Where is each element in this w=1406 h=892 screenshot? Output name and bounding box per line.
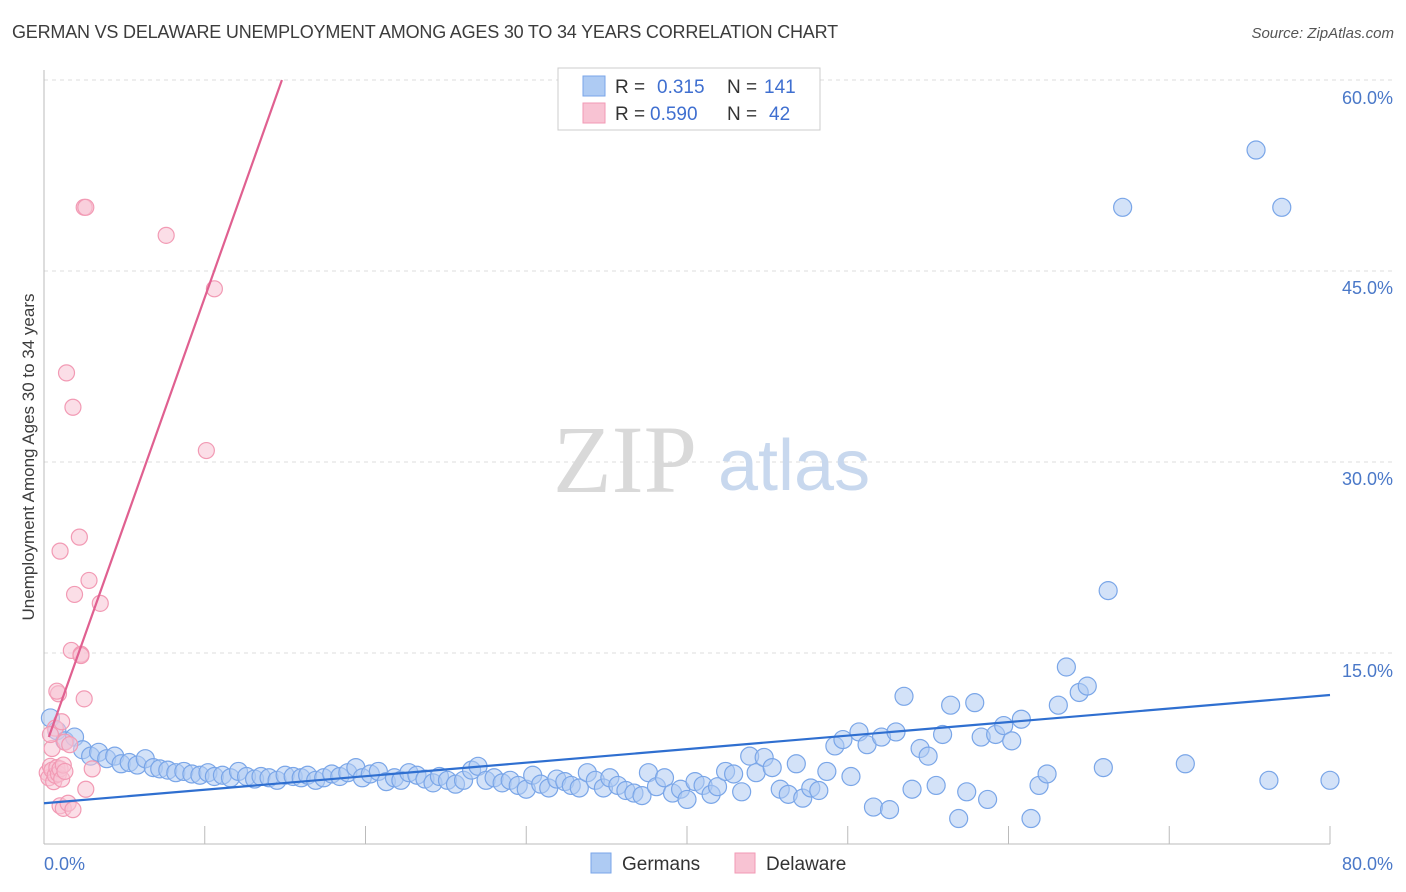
point-delaware-28 (91, 594, 109, 612)
point-delaware-40 (61, 736, 79, 754)
point-germans-68 (569, 778, 589, 798)
point-germans-79 (654, 768, 675, 788)
point-delaware-31 (75, 690, 93, 708)
point-germans-115 (932, 724, 953, 745)
point-germans-135 (1246, 140, 1266, 160)
watermark: ZIP atlas (553, 406, 870, 513)
point-germans-82 (677, 789, 697, 810)
legend-delaware-r-label: R = (615, 104, 645, 125)
point-delaware-27 (80, 571, 98, 590)
point-delaware-22 (57, 364, 76, 382)
series-legend: Germans Delaware (590, 852, 846, 875)
point-delaware-21 (64, 801, 82, 819)
point-germans-113 (918, 746, 938, 766)
trend-line-germans (43, 693, 1331, 805)
point-germans-106 (863, 797, 884, 817)
watermark-atlas: atlas (718, 426, 870, 506)
point-delaware-26 (70, 528, 88, 546)
point-delaware-11 (56, 762, 74, 781)
legend-delaware-n-label: N = (727, 104, 757, 125)
point-germans-138 (1093, 757, 1113, 778)
chart-title: GERMAN VS DELAWARE UNEMPLOYMENT AMONG AG… (12, 22, 838, 42)
trend-line-delaware (47, 79, 283, 738)
point-germans-86 (707, 777, 728, 797)
point-germans-137 (1175, 754, 1195, 774)
x-tick-label-80: 80.0% (1342, 854, 1393, 874)
point-germans-130 (1056, 657, 1076, 677)
legend-delaware-n-value: 42 (769, 104, 790, 125)
point-delaware-34 (77, 198, 95, 216)
point-delaware-35 (157, 226, 175, 244)
point-delaware-25 (65, 585, 84, 604)
stats-legend: R = 0.315 N = 141 R = 0.590 N = 42 (557, 67, 821, 131)
x-tick-marks (204, 826, 1331, 844)
point-germans-100 (817, 761, 837, 782)
y-tick-label-15: 15.0% (1342, 661, 1393, 681)
y-tick-label-45: 45.0% (1342, 278, 1393, 298)
point-germans-128 (1037, 764, 1057, 784)
legend-germans-r-value: 0.315 (657, 77, 705, 98)
legend-swatch-delaware (582, 102, 606, 124)
point-delaware-23 (64, 398, 82, 416)
point-germans-139 (1320, 770, 1340, 790)
point-germans-126 (1021, 808, 1041, 829)
point-germans-88 (724, 764, 744, 784)
legend-germans-n-label: N = (727, 77, 757, 98)
point-germans-114 (926, 775, 946, 796)
y-tick-label-30: 30.0% (1342, 469, 1393, 489)
gridlines (44, 79, 1392, 654)
bottom-legend-germans: Germans (622, 854, 700, 875)
legend-swatch-germans (582, 75, 606, 97)
y-axis-label: Unemployment Among Ages 30 to 34 years (19, 294, 38, 621)
watermark-zip: ZIP (553, 406, 697, 513)
legend-germans-r-label: R = (615, 77, 645, 98)
point-germans-121 (978, 789, 998, 810)
point-delaware-24 (51, 542, 69, 560)
point-germans-108 (879, 800, 900, 820)
y-tick-label-60: 60.0% (1342, 88, 1393, 108)
point-germans-110 (894, 686, 914, 706)
point-germans-99 (809, 780, 829, 801)
x-tick-label-0: 0.0% (44, 854, 85, 874)
point-germans-133 (1098, 581, 1118, 601)
point-germans-96 (786, 754, 806, 774)
point-delaware-38 (83, 760, 101, 778)
point-germans-134 (1113, 197, 1133, 217)
point-germans-118 (957, 782, 977, 802)
point-germans-116 (941, 695, 961, 715)
point-germans-124 (1002, 731, 1022, 751)
point-germans-132 (1077, 676, 1097, 696)
trend-lines (43, 79, 1331, 805)
point-germans-140 (1259, 770, 1279, 790)
point-germans-111 (902, 779, 922, 799)
point-germans-125 (1011, 709, 1031, 729)
chart-source: Source: ZipAtlas.com (1251, 25, 1394, 42)
series-delaware-points (38, 198, 223, 819)
point-germans-89 (732, 782, 752, 802)
point-germans-103 (841, 766, 861, 787)
legend-germans-n-value: 141 (764, 77, 796, 98)
legend-delaware-r-value: 0.590 (650, 104, 698, 125)
point-germans-117 (949, 808, 969, 829)
bottom-legend-swatch-germans (590, 852, 612, 874)
bottom-legend-delaware: Delaware (766, 854, 846, 875)
point-delaware-37 (197, 441, 215, 460)
point-germans-93 (762, 757, 782, 778)
point-germans-102 (833, 729, 853, 750)
point-germans-129 (1048, 695, 1068, 715)
point-germans-76 (632, 786, 652, 806)
point-germans-136 (1272, 197, 1292, 217)
point-delaware-32 (77, 780, 95, 798)
point-germans-119 (965, 693, 985, 713)
bottom-legend-swatch-delaware (734, 852, 756, 874)
